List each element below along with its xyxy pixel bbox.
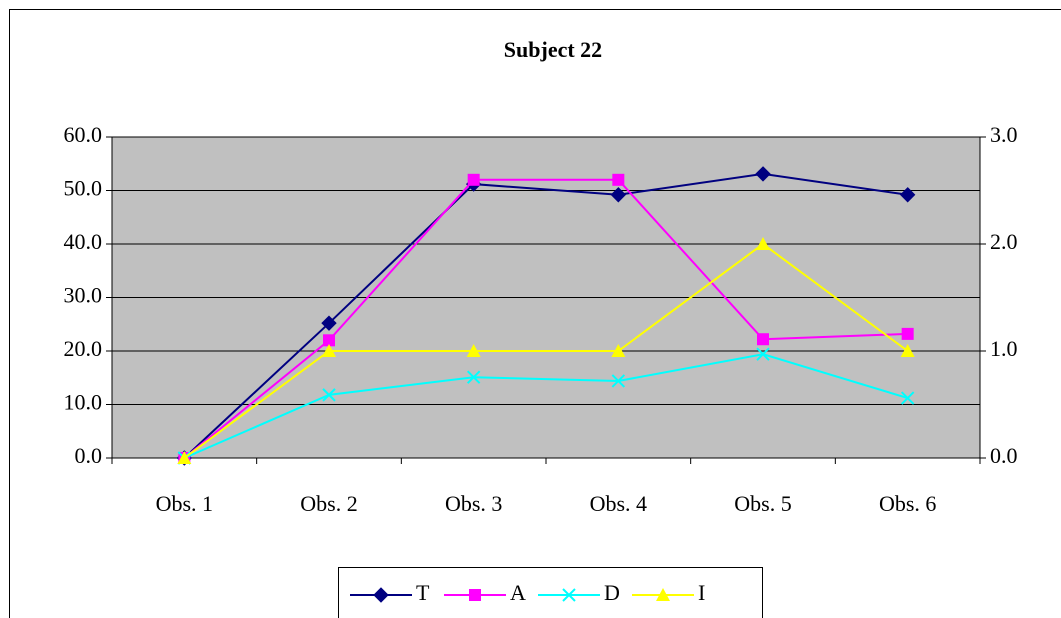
x-tick-label: Obs. 5	[734, 491, 791, 516]
marker	[562, 588, 576, 602]
marker	[177, 451, 192, 464]
x-tick-label: Obs. 6	[879, 491, 936, 516]
y-tick-label: 10.0	[64, 390, 103, 415]
legend-label: I	[698, 580, 705, 605]
marker	[610, 187, 627, 203]
legend-box	[338, 567, 763, 618]
series-line	[183, 242, 909, 459]
y-tick-label: 0.0	[75, 443, 103, 468]
series-line	[183, 353, 908, 459]
marker	[611, 344, 626, 357]
y2-tick-label: 3.0	[990, 122, 1018, 147]
marker	[373, 587, 389, 603]
y-tick-label: 50.0	[64, 176, 103, 201]
marker	[611, 374, 626, 388]
marker	[466, 370, 481, 384]
chart-title: Subject 22	[504, 37, 602, 62]
y-tick-label: 60.0	[64, 122, 103, 147]
x-tick-label: Obs. 4	[590, 491, 647, 516]
y2-tick-label: 0.0	[990, 443, 1018, 468]
marker	[756, 347, 770, 361]
marker	[467, 173, 480, 186]
legend-label: D	[604, 580, 620, 605]
y-tick-label: 40.0	[64, 229, 103, 254]
marker	[323, 334, 335, 347]
marker	[321, 315, 337, 331]
marker	[901, 327, 914, 340]
series-line	[183, 178, 908, 459]
marker	[899, 187, 916, 203]
marker	[900, 391, 915, 405]
y-tick-label: 30.0	[64, 283, 103, 308]
y2-tick-label: 2.0	[990, 229, 1018, 254]
y2-tick-label: 1.0	[990, 336, 1018, 361]
marker	[756, 237, 770, 250]
marker	[322, 388, 336, 402]
legend-label: T	[416, 580, 430, 605]
marker	[757, 333, 769, 346]
marker	[466, 344, 481, 357]
marker	[900, 344, 915, 357]
series-line	[183, 172, 908, 459]
marker	[656, 588, 670, 601]
marker	[322, 344, 336, 357]
legend-label: A	[510, 580, 526, 605]
marker	[755, 166, 771, 182]
x-tick-label: Obs. 2	[300, 491, 357, 516]
marker	[612, 173, 625, 186]
y-tick-label: 20.0	[64, 336, 103, 361]
marker	[469, 589, 481, 601]
x-tick-label: Obs. 3	[445, 491, 502, 516]
x-tick-label: Obs. 1	[156, 491, 213, 516]
